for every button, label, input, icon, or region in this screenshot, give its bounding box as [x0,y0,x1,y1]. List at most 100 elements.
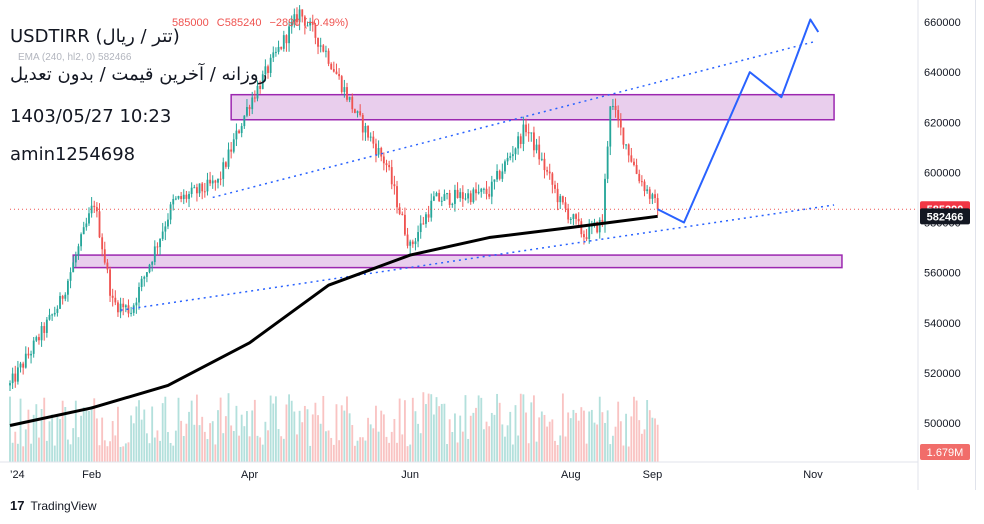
candle-body [238,130,240,134]
volume-bar [572,409,575,462]
volume-bar [59,419,61,462]
volume-bar [380,410,383,462]
volume-bar [417,423,420,462]
candle-body [285,35,288,44]
candle-body [540,158,543,160]
candle-body [525,124,527,133]
volume-bar [238,435,240,462]
candle-body [585,237,588,240]
volume-bar [567,412,570,462]
volume-bar [393,418,396,462]
volume-bar [93,398,96,462]
candle-body [617,110,620,120]
volume-bar [82,407,85,462]
volume-bar [98,445,101,462]
candle-body [45,319,48,333]
volume-bar [475,407,477,462]
candle-body [538,144,541,160]
volume-bar [267,430,269,462]
volume-bar [406,446,409,462]
candle-body [274,51,277,53]
candle-body [40,326,43,341]
candle-body [232,139,235,152]
volume-bar [543,414,546,462]
volume-bar [85,410,88,462]
candle-body [646,189,649,192]
volume-bar [272,403,275,462]
candle-body [246,107,248,116]
volume-bar [630,416,633,462]
volume-bar [209,423,212,462]
volume-bar [617,401,620,462]
volume-bar [9,396,11,462]
candle-body [640,181,643,183]
volume-bar [169,442,172,462]
volume-bar [227,393,230,462]
candle-body [440,200,443,202]
candle-body [351,96,354,110]
volume-bar [427,393,430,462]
volume-bar [488,426,491,462]
volume-bar [159,440,161,462]
candle-body [627,144,630,156]
chart-datetime: 1403/05/27 10:23 [10,106,172,127]
volume-bar [514,405,517,462]
volume-bar [361,437,364,462]
volume-bar [117,406,119,462]
candle-body [598,219,601,233]
volume-bar [138,400,140,462]
volume-bar [638,420,641,462]
ema-line [9,214,658,427]
volume-bar [253,399,256,462]
price-axis-edge [975,0,976,490]
candle-body [177,196,180,199]
candle-body [511,154,514,157]
candle-body [314,24,317,38]
volume-bar [338,440,341,462]
volume-bar [388,442,391,462]
candle-body [459,192,462,198]
candle-body [609,106,612,147]
candle-body [509,156,512,158]
volume-bar [11,442,14,462]
volume-bar [583,410,585,462]
candle-body [264,66,267,75]
candle-body [427,214,430,218]
candle-body [393,184,396,187]
volume-bar [69,444,72,462]
candle-body [551,173,554,185]
volume-bar [30,443,32,462]
candle-body [325,50,327,52]
candle-body [569,218,572,220]
volume-bar [511,444,514,462]
volume-bar [64,406,67,462]
candle-body [382,156,385,164]
volume-bar [35,404,38,462]
candle-body [535,144,538,151]
volume-bar [472,412,475,462]
candle-body [406,234,409,246]
volume-bar [648,410,651,462]
candle-body [504,161,506,172]
candle-body [201,183,204,192]
candle-body [493,179,496,182]
candle-body [48,314,51,320]
candle-body [367,125,369,138]
tradingview-logo[interactable]: 17 TradingView [10,498,97,513]
y-tick-label: 520000 [924,368,961,380]
volume-bar [122,446,125,462]
candle-body [164,226,167,232]
candle-body [311,21,314,25]
candle-body [559,196,562,203]
volume-bar [230,425,233,462]
volume-bar [611,435,614,462]
candle-body [451,203,454,205]
volume-bar [259,437,262,462]
volume-bar [346,396,348,462]
candle-body [396,186,398,208]
candle-body [85,223,88,228]
candle-body [519,136,522,144]
x-tick-label: Aug [561,469,581,481]
